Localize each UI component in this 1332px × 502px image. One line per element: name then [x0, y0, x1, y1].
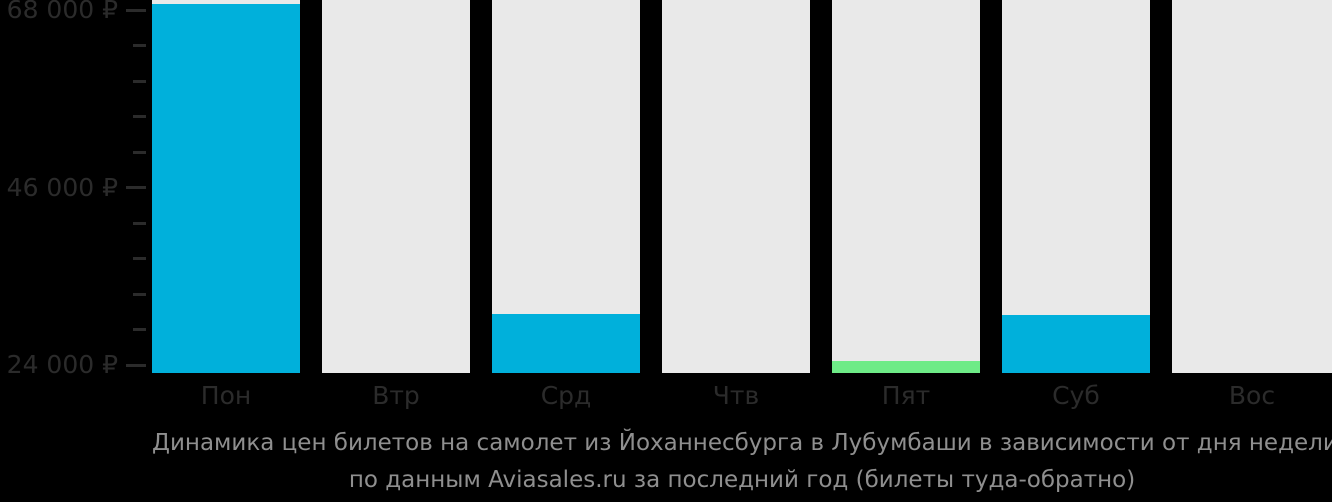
y-axis-minor-tick: [133, 115, 146, 118]
x-axis-label-mon: Пон: [200, 381, 252, 410]
bar-track-mon: [152, 0, 300, 373]
y-axis: 24 000 ₽ 46 000 ₽ 68 000 ₽: [0, 0, 152, 378]
y-axis-major-tick: [126, 363, 146, 367]
y-axis-major-tick: [126, 8, 146, 12]
y-axis-minor-tick: [133, 257, 146, 260]
x-axis-label-sat: Суб: [1052, 381, 1100, 410]
caption-line-2: по данным Aviasales.ru за последний год …: [348, 467, 1136, 493]
y-axis-minor-tick: [133, 221, 146, 225]
y-axis-minor-tick: [133, 79, 146, 83]
bar-fri: [832, 360, 980, 373]
bar-track-sun: [1172, 0, 1332, 373]
x-axis-label-fri: Пят: [881, 381, 931, 410]
bar-track-sat: [1002, 0, 1150, 373]
bar-track-wed: [492, 0, 640, 373]
caption-line-1: Динамика цен билетов на самолет из Йохан…: [152, 430, 1332, 456]
x-axis-label-wed: Срд: [540, 381, 592, 410]
bar-track-fri: [832, 0, 980, 373]
x-axis-label-thu: Чтв: [712, 381, 760, 410]
y-axis-label-68000: 68 000 ₽: [6, 0, 118, 24]
y-axis-major-tick: [126, 186, 146, 189]
plot-area: 24 000 ₽ 46 000 ₽ 68 000 ₽: [0, 0, 1332, 378]
bar-wed: [492, 314, 640, 373]
y-axis-minor-tick: [133, 44, 146, 47]
y-axis-minor-tick: [133, 150, 146, 154]
bar-track-tue: [322, 0, 470, 373]
bar-sat: [1002, 314, 1150, 373]
y-axis-label-46000: 46 000 ₽: [6, 172, 118, 202]
y-axis-minor-tick: [133, 292, 146, 296]
y-axis-minor-tick: [133, 328, 146, 331]
bar-mon: [152, 4, 300, 373]
x-axis-label-sun: Вос: [1228, 381, 1276, 410]
bar-track-thu: [662, 0, 810, 373]
y-axis-label-24000: 24 000 ₽: [6, 350, 118, 379]
x-axis-label-tue: Втр: [372, 381, 420, 410]
